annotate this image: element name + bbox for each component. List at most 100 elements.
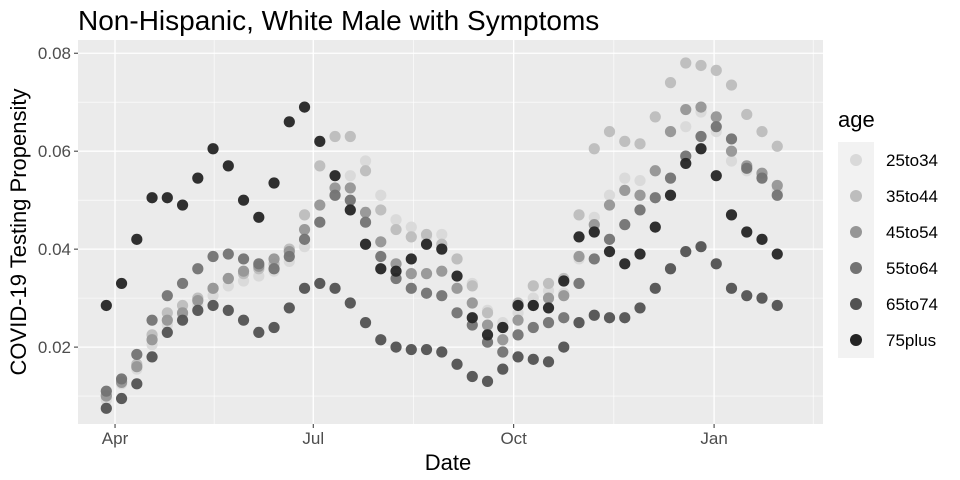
data-point <box>725 282 738 294</box>
data-point <box>664 189 677 201</box>
data-point <box>603 245 616 258</box>
data-point <box>161 192 173 204</box>
data-point <box>466 297 478 309</box>
data-point <box>207 299 219 312</box>
data-point <box>756 172 768 184</box>
data-point <box>497 346 509 358</box>
data-point <box>481 307 494 319</box>
data-point <box>451 270 463 282</box>
data-point <box>695 101 707 113</box>
data-point <box>436 346 448 358</box>
data-point <box>664 263 677 275</box>
data-point <box>497 334 509 346</box>
y-axis-ticks: 0.02 0.04 0.06 0.08 <box>38 44 78 357</box>
data-point <box>542 292 555 304</box>
data-point <box>329 189 341 201</box>
legend-swatch <box>850 226 862 238</box>
data-point <box>512 329 524 341</box>
data-point <box>680 103 692 116</box>
data-point <box>542 277 555 290</box>
data-point <box>192 304 204 316</box>
data-point <box>207 143 219 155</box>
plot-panel <box>78 40 823 424</box>
y-tick-label: 0.04 <box>38 240 71 259</box>
data-point <box>375 250 387 263</box>
data-point <box>146 192 158 204</box>
data-point <box>192 172 204 184</box>
data-point <box>436 228 448 241</box>
data-point <box>695 241 707 253</box>
data-point <box>359 238 372 250</box>
data-point <box>314 135 326 147</box>
x-tick-label: Oct <box>500 429 527 448</box>
data-point <box>527 353 539 365</box>
data-point <box>115 277 128 290</box>
data-point <box>741 226 753 238</box>
y-axis-title: COVID-19 Testing Propensity <box>6 89 31 376</box>
data-point <box>481 375 494 387</box>
legend-label: 55to64 <box>886 259 938 278</box>
data-point <box>405 231 417 243</box>
data-point <box>298 233 311 245</box>
data-point <box>512 299 524 312</box>
data-point <box>619 258 631 270</box>
data-point <box>344 204 356 216</box>
data-point <box>573 209 585 221</box>
data-point <box>253 258 265 270</box>
x-tick-label: Jul <box>302 429 324 448</box>
data-point <box>314 160 326 172</box>
data-point <box>466 280 478 292</box>
data-point <box>619 219 631 231</box>
data-point <box>283 116 295 128</box>
data-point <box>771 179 783 192</box>
data-point <box>375 334 387 346</box>
data-point <box>558 290 570 302</box>
data-point <box>405 282 417 294</box>
data-point <box>573 277 585 290</box>
data-point <box>420 238 433 250</box>
data-point <box>161 290 173 302</box>
data-point <box>176 277 189 290</box>
data-point <box>405 268 417 280</box>
data-point <box>756 292 768 304</box>
data-point <box>436 265 448 277</box>
legend-label: 35to44 <box>886 187 938 206</box>
legend-item: 45to54 <box>838 214 938 250</box>
data-point <box>756 233 768 245</box>
legend-swatch <box>850 262 862 274</box>
data-point <box>375 236 387 248</box>
legend-label: 75plus <box>886 331 936 350</box>
data-point <box>207 250 219 263</box>
data-point <box>588 226 600 238</box>
y-tick-label: 0.08 <box>38 44 71 63</box>
y-tick-label: 0.06 <box>38 142 71 161</box>
data-point <box>161 314 173 326</box>
data-point <box>512 351 524 363</box>
data-point <box>131 233 143 245</box>
x-axis-ticks: Apr Jul Oct Jan <box>102 424 728 448</box>
legend-item: 25to34 <box>838 142 938 178</box>
data-point <box>161 326 173 339</box>
data-point <box>664 125 677 138</box>
data-point <box>725 155 738 167</box>
data-point <box>619 312 631 324</box>
data-point <box>359 206 372 219</box>
data-point <box>176 199 189 211</box>
data-point <box>710 64 722 76</box>
data-point <box>558 341 570 353</box>
data-point <box>710 121 722 133</box>
legend-label: 45to54 <box>886 223 938 242</box>
data-point <box>344 130 356 143</box>
data-point <box>512 314 524 326</box>
data-point <box>725 145 738 157</box>
data-point <box>253 211 265 223</box>
data-point <box>192 263 204 275</box>
data-point <box>222 272 234 285</box>
data-point <box>771 248 783 260</box>
data-point <box>405 343 417 356</box>
data-point <box>375 263 387 275</box>
data-point <box>680 121 692 133</box>
data-point <box>268 253 280 265</box>
legend-item: 55to64 <box>838 250 938 286</box>
data-point <box>390 265 402 277</box>
